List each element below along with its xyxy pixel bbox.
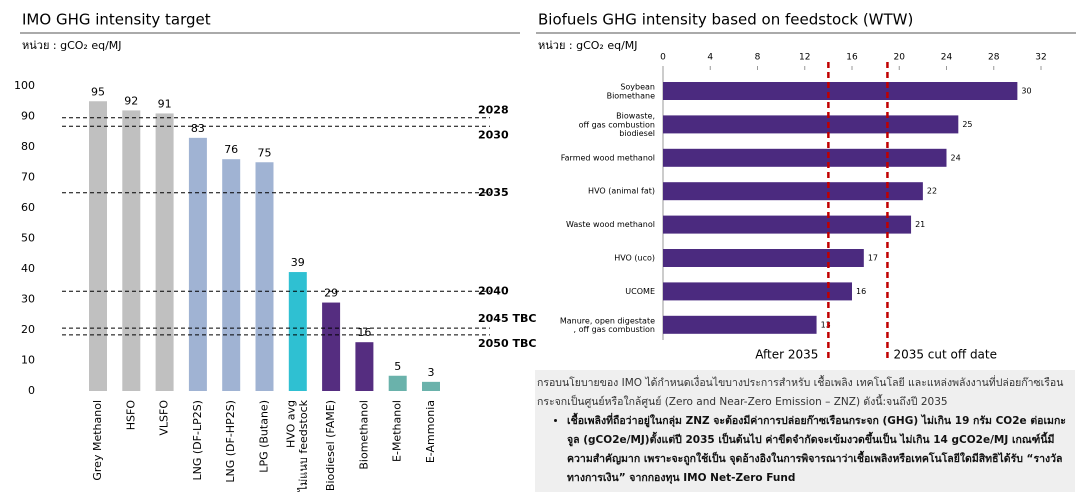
x-tick-label: E-Ammonia xyxy=(424,400,437,463)
value-label: 29 xyxy=(324,287,338,300)
y-tick-label: Biowaste, off gas combustion biodiesel xyxy=(579,111,655,138)
value-label: 16 xyxy=(856,287,866,296)
bar xyxy=(222,159,241,391)
bar xyxy=(663,315,817,334)
notes: กรอบนโยบายของ IMO ได้กำหนดเงื่อนไขบางประ… xyxy=(535,370,1075,492)
x-tick-label: HSFO xyxy=(124,400,137,431)
value-label: 75 xyxy=(258,146,272,159)
value-label: 21 xyxy=(915,220,925,229)
y-tick-label: 100 xyxy=(14,79,35,92)
threshold-label: 2035 cut off date xyxy=(893,348,997,362)
x-tick-label: Grey Methanol xyxy=(91,400,104,481)
y-tick-label: 70 xyxy=(21,171,35,184)
y-tick-label: UCOME xyxy=(625,287,655,296)
bar xyxy=(388,375,407,391)
x-tick-label: 32 xyxy=(1035,53,1046,63)
y-tick-label: 80 xyxy=(21,140,35,153)
value-label: 25 xyxy=(962,120,972,129)
bar xyxy=(155,113,174,391)
bar xyxy=(288,272,307,391)
x-tick-label: E-Methanol xyxy=(391,400,404,462)
bar xyxy=(663,282,852,301)
y-tick-label: 50 xyxy=(21,232,35,245)
target-label: 2035 xyxy=(478,186,509,199)
y-tick-label: 20 xyxy=(21,323,35,336)
y-tick-label: HVO (animal fat) xyxy=(588,187,655,196)
bar xyxy=(663,249,864,267)
unit-label: หน่วย : gCO₂ eq/MJ xyxy=(22,39,122,52)
x-tick-label: Biodiesel (FAME) xyxy=(324,400,337,491)
target-label: 2045 TBC xyxy=(478,312,536,325)
value-label: 91 xyxy=(158,97,172,110)
x-tick-label: 28 xyxy=(988,53,1000,63)
target-label: 2040 xyxy=(478,284,509,297)
bar xyxy=(663,215,912,234)
value-label: 95 xyxy=(91,85,105,98)
y-tick-label: Manure, open digestate, off gas combusti… xyxy=(560,316,655,334)
value-label: 16 xyxy=(357,326,371,339)
value-label: 76 xyxy=(224,143,238,156)
value-label: 22 xyxy=(927,187,937,196)
target-label: 2028 xyxy=(478,104,509,117)
bar xyxy=(355,342,374,391)
bar xyxy=(663,148,947,167)
bar xyxy=(422,381,440,391)
y-tick-label: 10 xyxy=(21,354,35,367)
value-label: 17 xyxy=(868,254,878,263)
y-tick-label: 90 xyxy=(21,110,35,123)
x-tick-label: 16 xyxy=(846,53,858,63)
threshold-label: After 2035 xyxy=(755,348,818,362)
value-label: 39 xyxy=(291,256,305,269)
y-tick-label: 30 xyxy=(21,293,35,306)
x-tick-label: 12 xyxy=(799,53,810,63)
y-tick-label: Waste wood methanol xyxy=(566,220,655,229)
value-label: 24 xyxy=(951,153,961,162)
x-tick-label: HVO avgไม่แนบ feedstock xyxy=(285,399,310,492)
unit-label: หน่วย : gCO₂ eq/MJ xyxy=(538,39,638,52)
bar xyxy=(663,115,959,134)
value-label: 5 xyxy=(394,360,401,373)
value-label: 30 xyxy=(1021,87,1031,96)
bar xyxy=(89,101,107,391)
y-tick-label: Soybean Biomethane xyxy=(607,82,656,100)
bar xyxy=(322,302,341,391)
target-label: 2030 xyxy=(478,128,509,141)
x-tick-label: LPG (Butane) xyxy=(258,400,271,473)
value-label: 92 xyxy=(124,94,138,107)
x-tick-label: 20 xyxy=(894,53,906,63)
chart-title: IMO GHG intensity target xyxy=(22,11,211,29)
value-label: 83 xyxy=(191,122,205,135)
notes-intro: กรอบนโยบายของ IMO ได้กำหนดเงื่อนไขบางประ… xyxy=(537,377,1064,408)
x-tick-label: LNG (DF-LP2S) xyxy=(191,400,204,480)
x-tick-label: 4 xyxy=(707,53,713,63)
chart-title: Biofuels GHG intensity based on feedstoc… xyxy=(538,11,913,29)
bar xyxy=(188,137,207,391)
x-tick-label: 0 xyxy=(660,53,666,63)
y-tick-label: 0 xyxy=(28,384,35,397)
y-tick-label: 40 xyxy=(21,262,35,275)
y-tick-label: 60 xyxy=(21,201,35,214)
value-label: 3 xyxy=(428,366,435,379)
x-tick-label: Biomethanol xyxy=(357,400,370,470)
notes-list: เชื้อเพลิงที่ถือว่าอยู่ในกลุ่ม ZNZ จะต้อ… xyxy=(537,412,1075,488)
x-tick-label: 8 xyxy=(755,53,761,63)
x-tick-label: LNG (DF-HP2S) xyxy=(224,400,237,483)
bar xyxy=(663,182,923,201)
bar xyxy=(663,82,1018,100)
x-tick-label: 24 xyxy=(941,53,953,63)
x-tick-label: VLSFO xyxy=(158,400,171,436)
y-tick-label: Farmed wood methanol xyxy=(561,153,655,162)
bar xyxy=(255,162,274,391)
value-label: 13 xyxy=(821,320,831,329)
target-label: 2050 TBC xyxy=(478,337,536,350)
bar xyxy=(122,110,141,392)
notes-bullet: เชื้อเพลิงที่ถือว่าอยู่ในกลุ่ม ZNZ จะต้อ… xyxy=(567,412,1075,488)
y-tick-label: HVO (uco) xyxy=(614,254,655,263)
